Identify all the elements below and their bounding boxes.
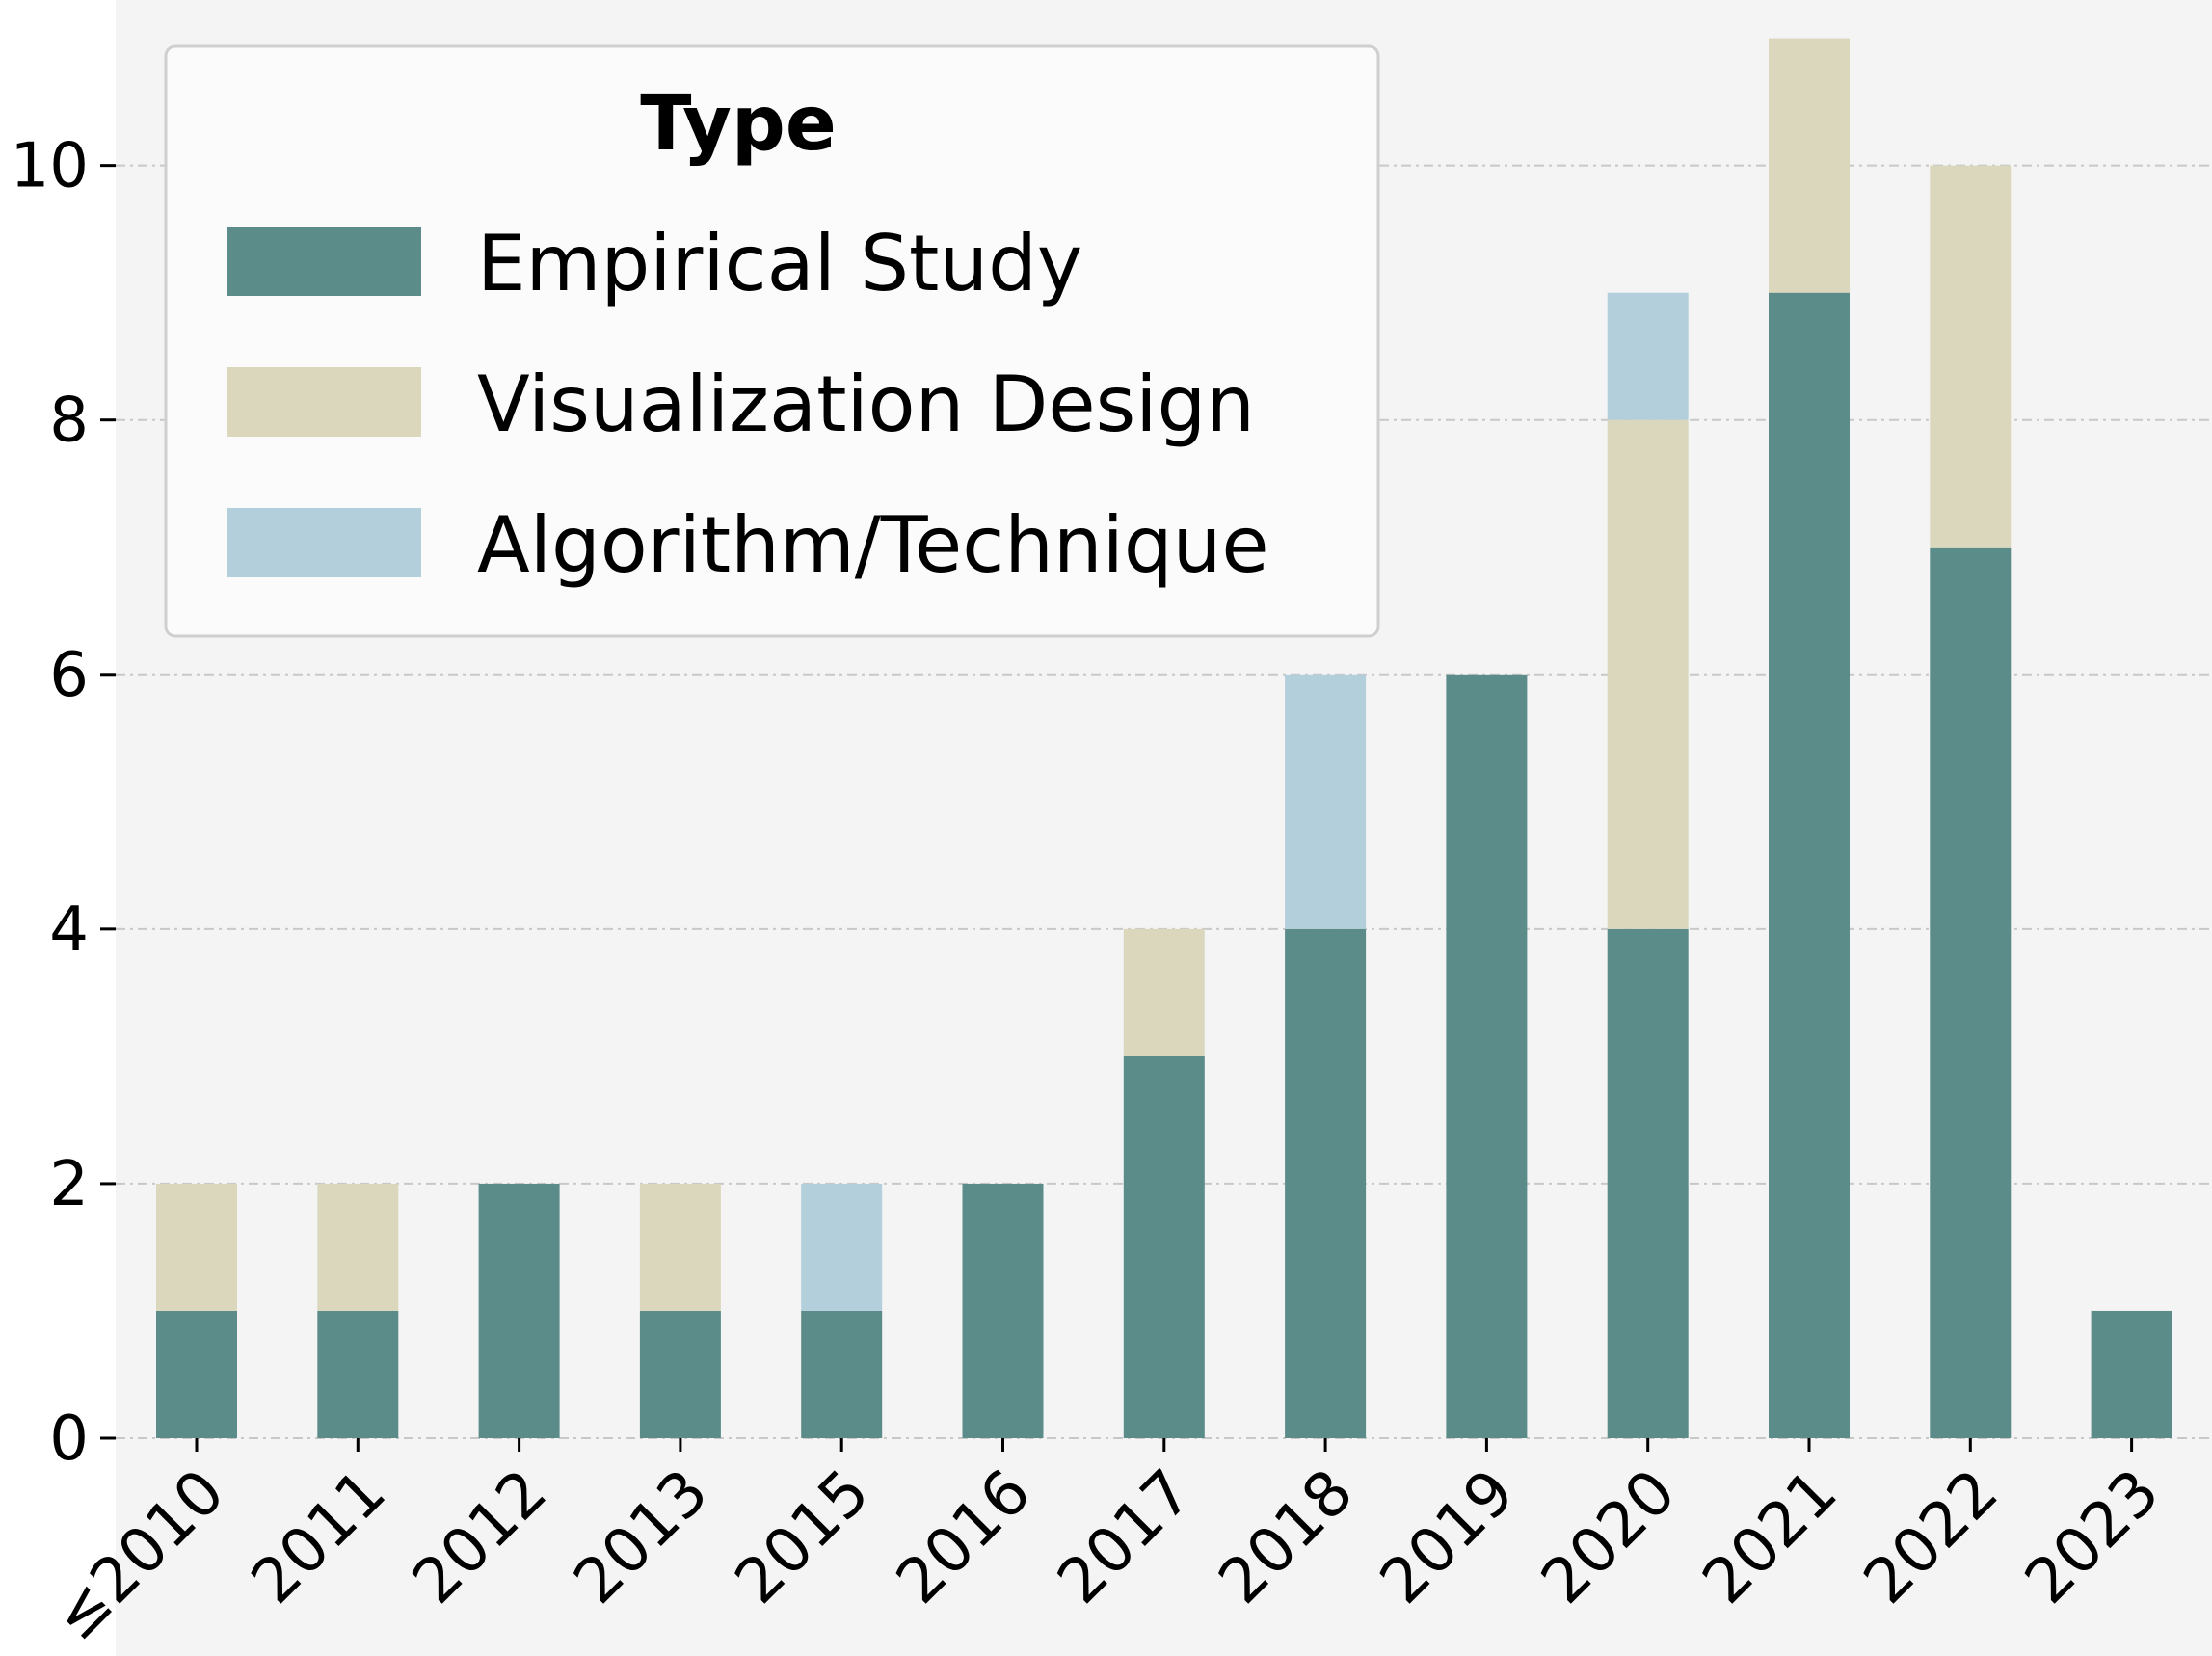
bar-2020-algorithm-technique (1607, 292, 1689, 420)
bar-2010-visualization-design (156, 1183, 237, 1311)
bar-2022-visualization-design (1930, 165, 2012, 548)
y-tick-label-4: 4 (49, 895, 89, 966)
legend-label-algorithm-technique: Algorithm/Technique (477, 500, 1269, 590)
bar-2015-empirical-study (801, 1310, 883, 1438)
legend-swatch-algorithm-technique (227, 508, 421, 577)
bar-2020-empirical-study (1607, 928, 1689, 1438)
bar-2013-empirical-study (639, 1310, 721, 1438)
y-tick-label-2: 2 (49, 1149, 89, 1220)
bar-2023-empirical-study (2091, 1310, 2172, 1438)
bar-2021-empirical-study (1769, 292, 1850, 1439)
legend-label-empirical-study: Empirical Study (477, 219, 1082, 308)
bar-2020-visualization-design (1607, 419, 1689, 929)
y-tick-label-10: 10 (11, 131, 89, 202)
bar-2016-empirical-study (962, 1183, 1044, 1438)
bar-2013-visualization-design (639, 1183, 721, 1311)
legend-box (164, 44, 1380, 638)
bar-2012-empirical-study (478, 1183, 560, 1438)
bar-2010-empirical-study (156, 1310, 237, 1438)
bar-2017-visualization-design (1123, 928, 1205, 1056)
legend-swatch-visualization-design (227, 367, 421, 437)
y-axis: 0 2 4 6 8 10 (11, 131, 116, 1475)
y-tick-label-0: 0 (49, 1403, 89, 1475)
y-tick-label-8: 8 (49, 386, 89, 457)
bar-2022-empirical-study (1930, 547, 2012, 1438)
legend-swatch-empirical-study (227, 227, 421, 296)
bar-2015-algorithm-technique (801, 1183, 883, 1311)
legend: Type Empirical Study Visualization Desig… (164, 44, 1380, 638)
bar-2011-empirical-study (317, 1310, 399, 1438)
legend-label-visualization-design: Visualization Design (477, 360, 1255, 449)
bar-2017-empirical-study (1123, 1055, 1205, 1438)
bar-2018-empirical-study (1285, 928, 1367, 1438)
y-tick-label-6: 6 (49, 640, 89, 711)
bar-2018-algorithm-technique (1285, 674, 1367, 929)
bar-2011-visualization-design (317, 1183, 399, 1311)
bar-2019-empirical-study (1446, 674, 1528, 1438)
legend-title: Type (640, 81, 837, 168)
bar-2021-visualization-design (1769, 38, 1850, 293)
bars (156, 38, 2172, 1439)
